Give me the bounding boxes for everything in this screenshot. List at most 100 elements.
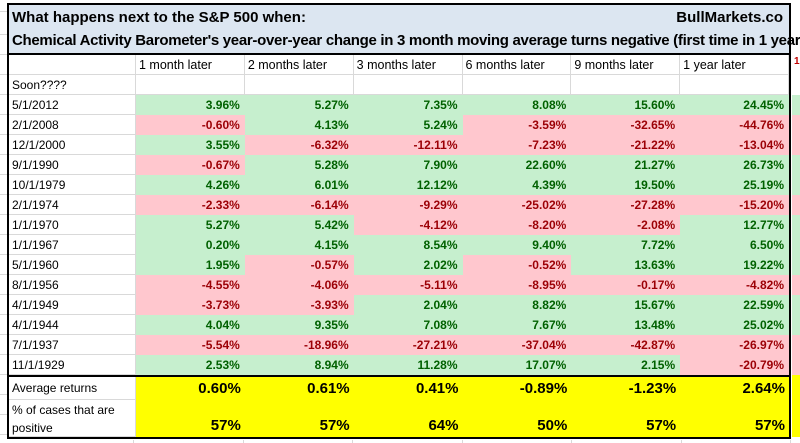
return-cell: 24.45% <box>680 95 789 115</box>
return-cell: 8.94% <box>244 355 354 375</box>
next-column-cell-fragment <box>792 175 800 195</box>
date-label: 10/1/1979 <box>9 175 136 195</box>
return-cell: -3.73% <box>136 295 245 315</box>
next-column-cell-fragment <box>792 115 800 135</box>
return-cell: -0.67% <box>136 155 245 175</box>
return-cell: 5.27% <box>136 215 245 235</box>
return-cell: -5.11% <box>353 275 463 295</box>
table-row: 1/1/1967 0.20% 4.15% 8.54% 9.40% 7.72% 6.50% <box>9 235 789 255</box>
column-header: 9 months later <box>571 55 681 75</box>
return-cell: 5.27% <box>244 95 354 115</box>
column-header: 2 months later <box>244 55 354 75</box>
return-cell: -8.95% <box>462 275 572 295</box>
date-label: 5/1/2012 <box>9 95 136 115</box>
return-cell: -27.28% <box>571 195 681 215</box>
average-return-value: 2.64% <box>680 377 789 400</box>
return-cell: -0.17% <box>571 275 681 295</box>
return-cell: -9.29% <box>353 195 463 215</box>
adjacent-column-sliver-left <box>0 0 7 443</box>
return-cell: 19.22% <box>680 255 789 275</box>
average-returns-row: Average returns 0.60% 0.61% 0.41% -0.89% -1.… <box>9 375 789 400</box>
return-cell: -27.21% <box>353 335 463 355</box>
return-cell: -20.79% <box>680 355 789 375</box>
table-row: 10/1/1979 4.26% 6.01% 12.12% 4.39% 19.50% 25.1… <box>9 175 789 195</box>
empty-cell <box>571 75 681 95</box>
empty-cell <box>244 75 354 95</box>
return-cell: -15.20% <box>680 195 789 215</box>
return-cell: 7.72% <box>571 235 681 255</box>
corner-cell <box>9 55 136 75</box>
return-cell: -2.33% <box>136 195 245 215</box>
return-cell: -0.57% <box>244 255 354 275</box>
return-cell: -18.96% <box>244 335 354 355</box>
return-cell: 4.26% <box>136 175 245 195</box>
return-cell: -4.55% <box>136 275 245 295</box>
next-column-cell-fragment <box>792 315 800 335</box>
percent-positive-value: 57% <box>244 400 354 437</box>
table-row: 4/1/1949 -3.73% -3.93% 2.04% 8.82% 15.67% 22.5… <box>9 295 789 315</box>
next-column-cell-fragment <box>792 95 800 115</box>
return-cell: -26.97% <box>680 335 789 355</box>
return-cell: 4.04% <box>136 315 245 335</box>
date-label: 1/1/1967 <box>9 235 136 255</box>
average-return-value: -0.89% <box>462 377 572 400</box>
table-row: 11/1/1929 2.53% 8.94% 11.28% 17.07% 2.15% -20.… <box>9 355 789 375</box>
date-label: 9/1/1990 <box>9 155 136 175</box>
return-cell: -25.02% <box>462 195 572 215</box>
return-cell: -8.20% <box>462 215 572 235</box>
return-cell: 13.48% <box>571 315 681 335</box>
return-cell: -3.59% <box>462 115 572 135</box>
page-subtitle: Chemical Activity Barometer's year-over-… <box>12 32 800 49</box>
return-cell: -7.23% <box>462 135 572 155</box>
title-block: What happens next to the S&P 500 when: B… <box>7 3 800 55</box>
column-header: 1 year later <box>680 55 789 75</box>
return-cell: -3.93% <box>244 295 354 315</box>
return-cell: 3.96% <box>136 95 245 115</box>
gridline-stubs <box>7 440 791 443</box>
average-return-value: 0.41% <box>353 377 463 400</box>
brand-label: BullMarkets.co <box>676 9 783 26</box>
column-header: 6 months later <box>462 55 572 75</box>
return-cell: 9.40% <box>462 235 572 255</box>
return-cell: -4.82% <box>680 275 789 295</box>
table-row: 9/1/1990 -0.67% 5.28% 7.90% 22.60% 21.27% 26.7… <box>9 155 789 175</box>
return-cell: 6.01% <box>244 175 354 195</box>
next-column-cell-fragment <box>792 195 800 215</box>
table-row: 1/1/1970 5.27% 5.42% -4.12% -8.20% -2.08% 12.7… <box>9 215 789 235</box>
return-cell: 12.12% <box>353 175 463 195</box>
return-cell: 19.50% <box>571 175 681 195</box>
return-cell: 3.55% <box>136 135 245 155</box>
return-cell: 1.95% <box>136 255 245 275</box>
return-cell: 15.67% <box>571 295 681 315</box>
next-column-cell-fragment <box>792 275 800 295</box>
table-row: 7/1/1937 -5.54% -18.96% -27.21% -37.04% -42.8… <box>9 335 789 355</box>
date-label: 11/1/1929 <box>9 355 136 375</box>
table-row: 8/1/1956 -4.55% -4.06% -5.11% -8.95% -0.17% -4… <box>9 275 789 295</box>
return-cell: 8.54% <box>353 235 463 255</box>
percent-positive-value: 57% <box>571 400 681 437</box>
table-row: 12/1/2000 3.55% -6.32% -12.11% -7.23% -21.22%… <box>9 135 789 155</box>
return-cell: 22.59% <box>680 295 789 315</box>
page-title: What happens next to the S&P 500 when: <box>12 9 306 26</box>
empty-cell <box>353 75 463 95</box>
next-column-cell-fragment <box>792 335 800 355</box>
average-returns-label: Average returns <box>9 377 136 400</box>
return-cell: -44.76% <box>680 115 789 135</box>
percent-positive-value: 50% <box>462 400 572 437</box>
table-row: 5/1/1960 1.95% -0.57% 2.02% -0.52% 13.63% 19.2… <box>9 255 789 275</box>
date-label: 1/1/1970 <box>9 215 136 235</box>
return-cell: 25.02% <box>680 315 789 335</box>
return-cell: 0.20% <box>136 235 245 255</box>
return-cell: 5.28% <box>244 155 354 175</box>
return-cell: 4.39% <box>462 175 572 195</box>
date-label: 7/1/1937 <box>9 335 136 355</box>
return-cell: -4.12% <box>353 215 463 235</box>
return-cell: 4.15% <box>244 235 354 255</box>
date-label: 2/1/2008 <box>9 115 136 135</box>
return-cell: 5.42% <box>244 215 354 235</box>
return-cell: 4.13% <box>244 115 354 135</box>
return-cell: -6.32% <box>244 135 354 155</box>
date-label: 2/1/1974 <box>9 195 136 215</box>
next-column-cell-fragment <box>792 135 800 155</box>
